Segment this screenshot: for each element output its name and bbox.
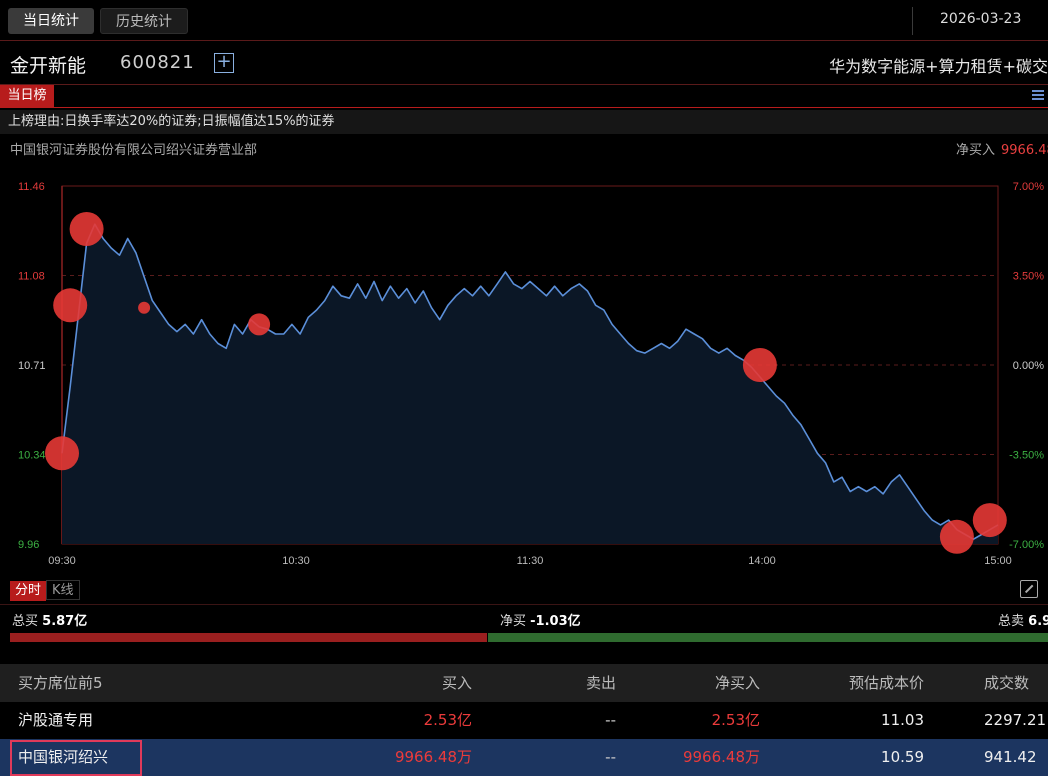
col-sell[interactable]: 卖出 xyxy=(585,674,616,692)
total-buy: 总买 5.87亿 xyxy=(12,614,88,629)
cost-cell: 10.59 xyxy=(881,748,924,766)
seat-cell: 沪股通专用 xyxy=(18,711,94,729)
chart-mode-toggle: 分时 K线 xyxy=(10,580,80,601)
table-header: 买方席位前5 买入 卖出 净买入 预估成本价 成交数 xyxy=(0,664,1048,702)
trade-marker xyxy=(742,348,777,382)
price-line xyxy=(61,223,999,540)
y-tick-right: 7.00% xyxy=(1013,181,1044,193)
buy-bar xyxy=(10,633,487,642)
add-watchlist-icon[interactable]: + xyxy=(214,53,234,73)
col-buy[interactable]: 买入 xyxy=(441,674,472,692)
divider xyxy=(0,84,1048,85)
board-row: 当日榜 xyxy=(0,85,1048,107)
buy-cell: 2.53亿 xyxy=(423,711,472,729)
x-tick-label: 09:30 xyxy=(48,555,76,567)
y-tick-right: 0.00% xyxy=(1013,360,1044,372)
net-cell: 2.53亿 xyxy=(711,711,760,729)
col-volume[interactable]: 成交数 xyxy=(984,674,1030,692)
x-tick-label: 10:30 xyxy=(282,555,310,567)
y-tick-right: -7.00% xyxy=(1009,539,1044,551)
trade-marker xyxy=(939,519,974,554)
y-tick-left: 9.96 xyxy=(18,539,39,551)
table-row[interactable]: 沪股通专用 2.53亿 -- 2.53亿 11.03 2297.21 xyxy=(0,702,1048,739)
sell-cell: -- xyxy=(605,711,616,729)
divider xyxy=(0,604,1048,605)
y-tick-right: 3.50% xyxy=(1013,271,1044,283)
flow-summary: 总买 5.87亿 净买 -1.03亿 总卖 6.9 xyxy=(0,610,1048,630)
top-bar: 当日统计 历史统计 2026-03-23 xyxy=(0,0,1048,40)
selection-highlight xyxy=(10,740,142,776)
board-tag[interactable]: 当日榜 xyxy=(0,85,54,107)
total-sell: 总卖 6.9 xyxy=(998,614,1048,629)
listing-reason: 上榜理由:日换手率达20%的证券;日振幅值达15%的证券 xyxy=(0,110,1048,134)
buy-cell: 9966.48万 xyxy=(394,748,472,766)
y-tick-left: 11.46 xyxy=(18,181,45,193)
table-row-selected[interactable]: 中国银河绍兴 9966.48万 -- 9966.48万 10.59 941.42 xyxy=(0,739,1048,776)
stock-header: 金开新能 600821 + 华为数字能源+算力租赁+碳交 xyxy=(0,42,1048,84)
y-tick-left: 11.08 xyxy=(18,271,45,283)
stock-code: 600821 xyxy=(120,52,195,73)
sell-bar xyxy=(488,633,1048,642)
tab-today-stats[interactable]: 当日统计 xyxy=(8,8,94,34)
trade-marker xyxy=(53,288,88,323)
price-area xyxy=(62,224,998,544)
trade-marker xyxy=(138,301,151,314)
y-tick-right: -3.50% xyxy=(1009,450,1044,462)
y-tick-left: 10.71 xyxy=(18,360,46,372)
volume-cell: 2297.21 xyxy=(984,711,1047,729)
trade-marker xyxy=(45,436,79,471)
col-buyer-seat: 买方席位前5 xyxy=(18,674,103,692)
tab-history-stats[interactable]: 历史统计 xyxy=(100,8,188,34)
volume-cell: 941.42 xyxy=(984,748,1037,766)
concept-tags: 华为数字能源+算力租赁+碳交 xyxy=(829,57,1048,76)
y-tick-left: 10.34 xyxy=(18,450,46,462)
divider xyxy=(0,107,1048,108)
x-tick-label: 11:30 xyxy=(517,555,544,567)
net-buy: 净买 -1.03亿 xyxy=(500,614,581,629)
net-cell: 9966.48万 xyxy=(682,748,760,766)
date-label: 2026-03-23 xyxy=(940,11,1022,27)
list-menu-icon[interactable] xyxy=(1028,88,1044,104)
x-tick-label: 15:00 xyxy=(984,555,1012,567)
col-net-buy[interactable]: 净买入 xyxy=(714,674,760,692)
intraday-chart[interactable]: 11.46 7.00% 11.08 3.50% 10.71 0.00% 10.34 -3.50… xyxy=(0,172,1048,572)
mode-intraday[interactable]: 分时 xyxy=(10,581,47,601)
divider xyxy=(912,7,913,35)
trade-marker xyxy=(248,313,271,336)
col-est-cost[interactable]: 预估成本价 xyxy=(848,674,924,692)
seat-name: 中国银河证券股份有限公司绍兴证券营业部 xyxy=(10,143,258,158)
stock-name: 金开新能 xyxy=(10,55,87,77)
seat-cell: 中国银河绍兴 xyxy=(18,748,109,766)
sell-cell: -- xyxy=(605,748,616,766)
mode-kline[interactable]: K线 xyxy=(46,580,80,600)
expand-icon[interactable] xyxy=(1020,580,1038,598)
cost-cell: 11.03 xyxy=(881,711,924,729)
divider xyxy=(0,40,1048,41)
trade-marker xyxy=(972,503,1007,538)
seat-net-value: 9966.48 xyxy=(1001,143,1048,158)
x-tick-label: 14:00 xyxy=(748,555,776,567)
trade-marker xyxy=(69,212,104,246)
